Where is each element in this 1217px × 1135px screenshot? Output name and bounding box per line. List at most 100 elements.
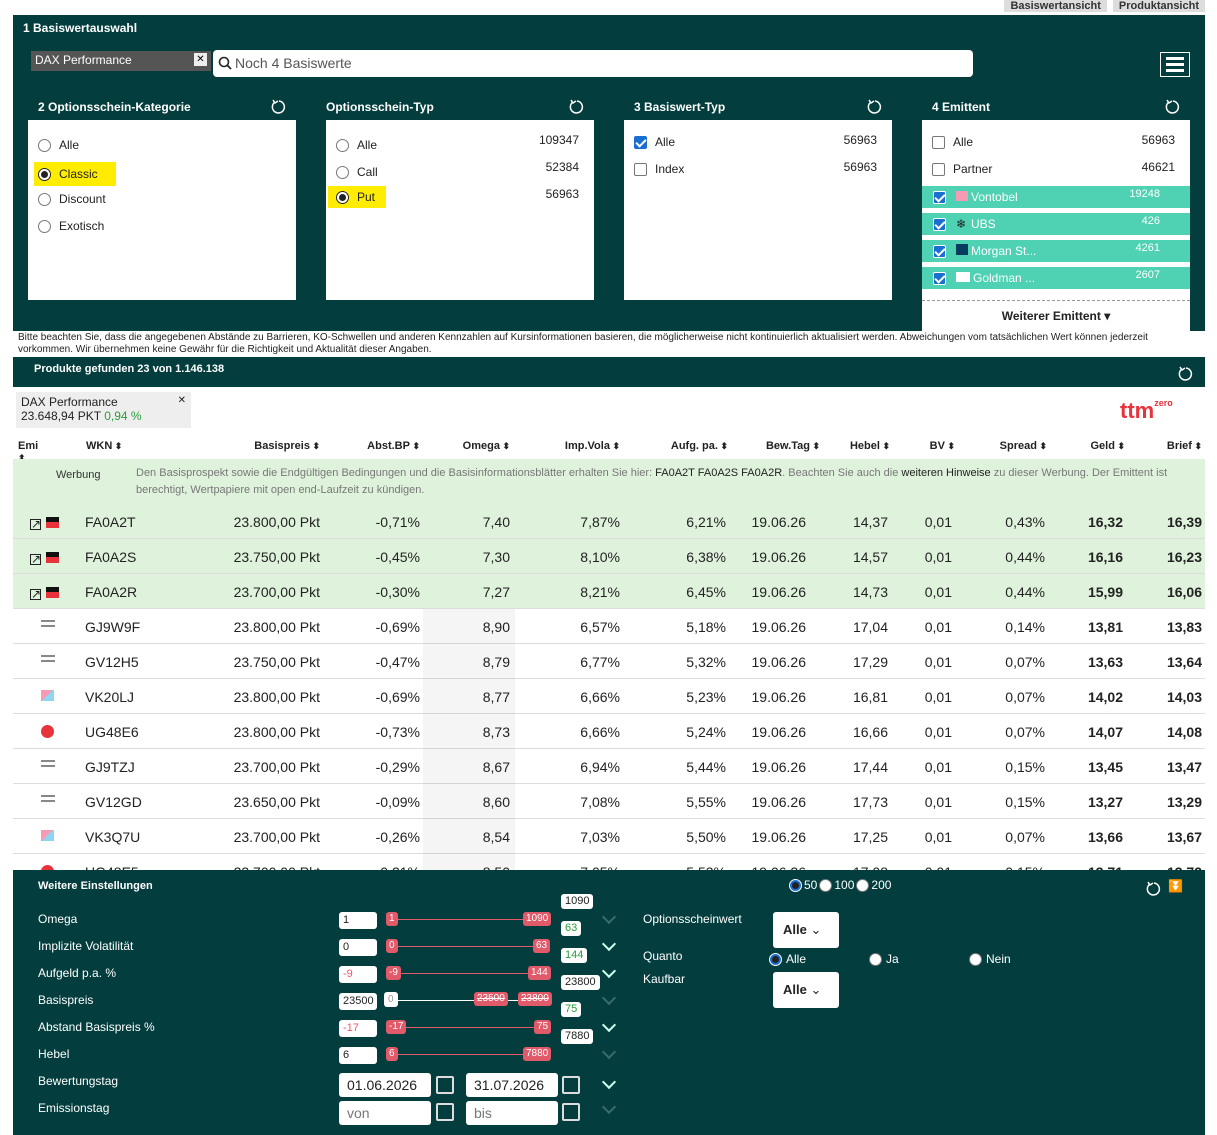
vola-min-input[interactable]: 0 [339,939,377,956]
hebel-min-input[interactable]: 6 [339,1047,377,1064]
table-row[interactable]: VK20LJ 23.800,00 Pkt -0,69% 8,77 6,66% 5,23% 1… [13,679,1205,714]
reset-icon[interactable] [866,98,884,116]
pagesize-100-radio[interactable] [819,878,833,892]
bewertungstag-from-input[interactable]: 01.06.2026 [339,1073,431,1097]
radio[interactable] [336,138,349,152]
emittent-ubs[interactable]: ❄ UBS 426 [922,213,1190,235]
table-row[interactable]: GJ9W9F 23.800,00 Pkt -0,69% 8,90 6,57% 5,18% 1… [13,609,1205,644]
column-header[interactable]: Geld ⬍ [1090,440,1126,452]
basispreis-hi-handle-a[interactable]: 23500 [474,992,508,1006]
hebel-max-input[interactable]: 7880 [561,1029,594,1044]
wkn-cell[interactable]: UG48E5 [85,864,139,870]
checkbox[interactable] [932,162,945,176]
radio[interactable] [336,165,349,179]
radio[interactable] [769,952,782,966]
checkbox[interactable] [933,272,946,285]
abstand-slider-track[interactable] [388,1027,538,1028]
hebel-lo-handle[interactable]: 6 [386,1047,398,1061]
column-header[interactable]: Omega ⬍ [462,440,510,452]
kaufbar-select[interactable]: Alle ⌄ [773,972,839,1008]
column-header[interactable]: Aufg. pa. ⬍ [670,440,728,452]
table-row[interactable]: VK3Q7U 23.700,00 Pkt -0,26% 8,54 7,03% 5,50% 1… [13,819,1205,854]
hebel-slider-track[interactable] [388,1054,538,1055]
hinweise-link[interactable]: weiteren Hinweise [901,467,991,479]
checkbox[interactable] [932,135,945,149]
kategorie-exotisch[interactable]: Exotisch [38,216,104,236]
radio[interactable] [38,167,51,181]
column-header[interactable]: Emi ⬍ [18,440,39,463]
checkbox[interactable] [933,245,946,258]
radio[interactable] [38,192,51,206]
column-header[interactable]: Abst.BP ⬍ [367,440,420,452]
table-row[interactable]: ↗ FA0A2T 23.800,00 Pkt -0,71% 7,40 7,87% 6,21%… [13,504,1205,539]
wkn-cell[interactable]: VK3Q7U [85,829,141,845]
typ-call[interactable]: Call [336,162,378,182]
vola-hi-handle[interactable]: 63 [533,939,551,953]
table-row[interactable]: ↗ FA0A2R 23.700,00 Pkt -0,30% 7,27 8,21% 6,45%… [13,574,1205,609]
basispreis-min-input[interactable]: 23500 [339,993,377,1010]
tab-produktansicht[interactable]: Produktansicht [1112,0,1205,12]
list-menu-icon[interactable] [1160,52,1190,77]
reset-icon[interactable] [1164,98,1182,116]
table-row[interactable]: GJ9TZJ 23.700,00 Pkt -0,29% 8,67 6,94% 5,44% 1… [13,749,1205,784]
emissionstag-to-input[interactable]: bis [466,1101,558,1125]
column-header[interactable]: BV ⬍ [929,440,955,452]
radio[interactable] [38,138,51,152]
checkbox[interactable] [933,218,946,231]
abstand-hi-handle[interactable]: 75 [534,1020,552,1034]
column-header[interactable]: Brief ⬍ [1166,440,1202,452]
basispreis-max-input[interactable]: 23800 [561,975,600,990]
aufgeld-min-input[interactable]: -9 [339,966,377,983]
column-header[interactable]: Spread ⬍ [999,440,1047,452]
emittent-morgan-stanley[interactable]: Morgan St... 4261 [922,240,1190,262]
kategorie-classic[interactable]: Classic [34,162,116,186]
omega-max-input[interactable]: 1090 [561,894,594,909]
wkn-cell[interactable]: GV12H5 [85,654,139,670]
basispreis-hi-handle-b[interactable]: 23800 [518,992,552,1006]
table-row[interactable]: ↗ FA0A2S 23.750,00 Pkt -0,45% 7,30 8,10% 6,38%… [13,539,1205,574]
column-header[interactable]: Bew.Tag ⬍ [765,440,820,452]
wkn-cell[interactable]: VK20LJ [85,689,135,705]
collapse-icon[interactable]: ⏬ [1168,879,1183,893]
abstand-max-input[interactable]: 75 [561,1002,582,1017]
calendar-icon[interactable] [562,1076,580,1094]
checkbox[interactable] [634,162,647,176]
close-icon[interactable]: ✕ [177,395,186,406]
calendar-icon[interactable] [562,1103,580,1121]
wkn-cell[interactable]: GJ9TZJ [85,759,135,775]
quanto-alle[interactable]: Alle [769,952,806,966]
emittent-goldman[interactable]: Goldman ... 2607 [922,267,1190,289]
table-row[interactable]: GV12H5 23.750,00 Pkt -0,47% 8,79 6,77% 5,32% 1… [13,644,1205,679]
column-header[interactable]: Hebel ⬍ [849,440,890,452]
external-link-icon[interactable]: ↗ [30,587,42,601]
vola-lo-handle[interactable]: 0 [386,939,398,953]
omega-lo-handle[interactable]: 1 [386,912,398,926]
abstand-lo-handle[interactable]: -17 [386,1020,407,1034]
quanto-nein[interactable]: Nein [969,952,1011,966]
aufgeld-hi-handle[interactable]: 144 [528,966,551,980]
external-link-icon[interactable]: ↗ [30,517,42,531]
emittent-partner[interactable]: Partner [932,159,992,179]
radio[interactable] [869,952,882,966]
typ-alle[interactable]: Alle [336,135,377,155]
checkbox[interactable] [634,135,647,149]
wkn-cell[interactable]: FA0A2S [85,549,137,565]
bwtyp-alle[interactable]: Alle [634,132,675,152]
vola-max-input[interactable]: 63 [561,921,582,936]
table-row[interactable]: UG48E5 23.700,00 Pkt -0,21% 8,50 7,05% 5,53% 1… [13,854,1205,871]
radio[interactable] [38,219,51,233]
radio[interactable] [336,190,349,204]
weiterer-emittent-dropdown[interactable]: Weiterer Emittent ▾ [922,300,1190,331]
reset-icon[interactable] [1177,365,1195,383]
bewertungstag-to-input[interactable]: 31.07.2026 [466,1073,558,1097]
table-row[interactable]: GV12GD 23.650,00 Pkt -0,09% 8,60 7,08% 5,55% 1… [13,784,1205,819]
abstand-min-input[interactable]: -17 [339,1020,377,1037]
pagesize-50-radio[interactable] [789,878,802,892]
basispreis-slider-track[interactable] [388,1000,552,1001]
hebel-hi-handle[interactable]: 7880 [523,1047,552,1061]
typ-put[interactable]: Put [328,186,386,208]
prospectus-links[interactable]: FA0A2T FA0A2S FA0A2R [655,467,783,479]
omega-hi-handle[interactable]: 1090 [523,912,552,926]
emittent-alle[interactable]: Alle [932,132,973,152]
table-row[interactable]: UG48E6 23.800,00 Pkt -0,73% 8,73 6,66% 5,24% 1… [13,714,1205,749]
